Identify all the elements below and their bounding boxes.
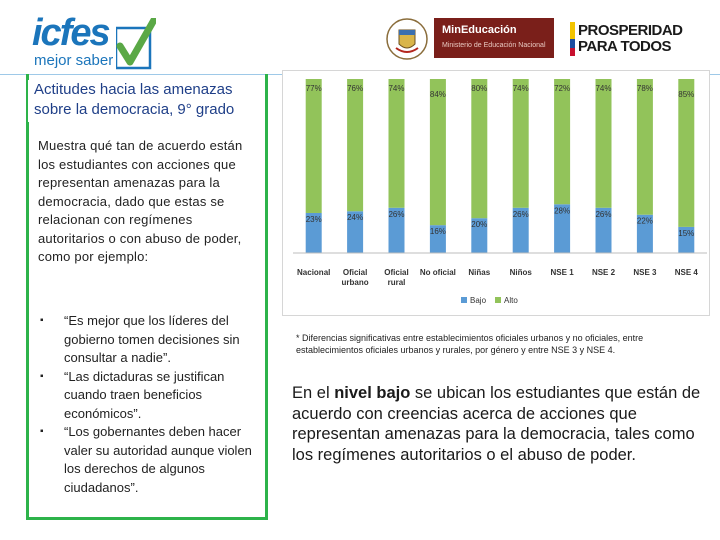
data-label-bajo: 26% (513, 210, 529, 219)
bar-alto (347, 79, 364, 212)
bar-alto (595, 79, 612, 208)
data-label-bajo: 15% (678, 229, 694, 238)
bar-bajo (429, 225, 446, 253)
bar-bajo (347, 211, 364, 253)
data-label-bajo: 20% (471, 220, 487, 229)
title-line-2: sobre la democracia, 9° grado (34, 101, 235, 118)
data-label-alto: 84% (430, 90, 446, 99)
bar-bajo (678, 226, 695, 253)
data-label-alto: 74% (513, 84, 529, 93)
data-label-alto: 80% (471, 84, 487, 93)
data-label-alto: 78% (637, 84, 653, 93)
bar-alto (388, 79, 405, 208)
data-label-alto: 72% (554, 84, 570, 93)
example-list: ▪ “Es mejor que los líderes del gobierno … (38, 312, 266, 497)
bullet-icon: ▪ (40, 426, 44, 437)
bar-alto (554, 79, 571, 205)
data-label-alto: 76% (347, 84, 363, 93)
stacked-bar-chart: 23% 77% Nacional 24% 76% Oficial urbano 26% 74% O… (282, 70, 710, 316)
slide-title: Actitudes hacia las amenazas sobre la de… (28, 80, 262, 122)
category-tick-label: NSE 1 (551, 268, 575, 277)
prosperidad-line1: PROSPERIDAD (578, 22, 683, 39)
left-panel-border (26, 74, 268, 520)
bar-alto (678, 79, 695, 227)
legend-swatch-bajo (461, 297, 467, 303)
ministry-logo: MinEducación Ministerio de Educación Nac… (386, 18, 554, 60)
data-label-bajo: 22% (637, 217, 653, 226)
checkmark-icon (116, 18, 156, 70)
bar-bajo (554, 204, 571, 253)
colombia-seal-icon (386, 18, 428, 60)
data-label-bajo: 16% (430, 227, 446, 236)
bar-alto (471, 79, 488, 219)
legend-label-bajo: Bajo (470, 296, 487, 305)
data-label-bajo: 28% (554, 206, 570, 215)
main-text-end: se ubican los estudiantes que están de a… (292, 384, 701, 464)
bar-bajo (512, 207, 529, 253)
data-label-bajo: 24% (347, 213, 363, 222)
data-label-bajo: 23% (306, 215, 322, 224)
bar-bajo (471, 218, 488, 253)
bar-bajo (595, 207, 612, 253)
category-tick-label: Oficial (384, 268, 408, 277)
flag-stripe (570, 22, 575, 56)
list-item: ▪ “Las dictaduras se justifican cuando tr… (38, 368, 266, 424)
main-text-start: En el (292, 384, 335, 402)
category-tick-label: urbano (342, 278, 369, 287)
icfes-tagline: mejor saber (34, 52, 114, 69)
data-label-alto: 85% (678, 90, 694, 99)
chart-canvas: 23%77%Nacional24%76%Oficialurbano26%74%O… (293, 79, 707, 305)
data-label-alto: 77% (306, 84, 322, 93)
list-item-text: “Los gobernantes deben hacer valer su au… (64, 424, 252, 495)
bullet-icon: ▪ (40, 315, 44, 326)
category-tick-label: Nacional (297, 268, 330, 277)
category-tick-label: rural (388, 278, 406, 287)
bar-alto (636, 79, 653, 215)
data-label-alto: 74% (595, 84, 611, 93)
bar-alto (512, 79, 529, 208)
title-line-1: Actitudes hacia las amenazas (34, 81, 233, 98)
prosperidad-line2: PARA TODOS (578, 38, 672, 55)
main-text-emphasis: nivel bajo (334, 384, 411, 402)
category-tick-label: NSE 3 (633, 268, 657, 277)
category-tick-label: NSE 2 (592, 268, 616, 277)
footnote: * Diferencias significativas entre estab… (296, 333, 644, 355)
bar-alto (305, 79, 322, 213)
bar-bajo (305, 212, 322, 253)
category-tick-label: Oficial (343, 268, 367, 277)
bullet-icon: ▪ (40, 370, 44, 382)
description-text: Muestra qué tan de acuerdo están los est… (38, 138, 243, 264)
ministry-subtitle: Ministerio de Educación Nacional (442, 42, 546, 49)
icfes-wordmark: icfes (32, 12, 111, 54)
bar-bajo (636, 214, 653, 253)
list-item: ▪ “Es mejor que los líderes del gobierno … (38, 312, 266, 368)
list-item-text: “Es mejor que los líderes del gobierno t… (64, 313, 240, 365)
data-label-bajo: 26% (595, 210, 611, 219)
ministry-banner: MinEducación Ministerio de Educación Nac… (434, 18, 554, 58)
list-item-text: “Las dictaduras se justifican cuando tra… (64, 368, 225, 421)
category-tick-label: No oficial (420, 268, 456, 277)
list-item: ▪ “Los gobernantes deben hacer valer su a… (38, 423, 266, 497)
ministry-name: MinEducación (442, 24, 517, 36)
legend-swatch-alto (495, 297, 501, 303)
data-label-bajo: 26% (388, 210, 404, 219)
category-tick-label: NSE 4 (675, 268, 699, 277)
category-tick-label: Niñas (468, 268, 490, 277)
bar-bajo (388, 207, 405, 253)
data-label-alto: 74% (388, 84, 404, 93)
bar-alto (429, 79, 446, 226)
main-paragraph: En el nivel bajo se ubican los estudiant… (292, 383, 702, 465)
category-tick-label: Niños (510, 268, 533, 277)
icfes-logo: icfes mejor saber (30, 12, 160, 70)
legend-label-alto: Alto (504, 296, 518, 305)
prosperidad-logo: PROSPERIDAD PARA TODOS (570, 22, 692, 56)
